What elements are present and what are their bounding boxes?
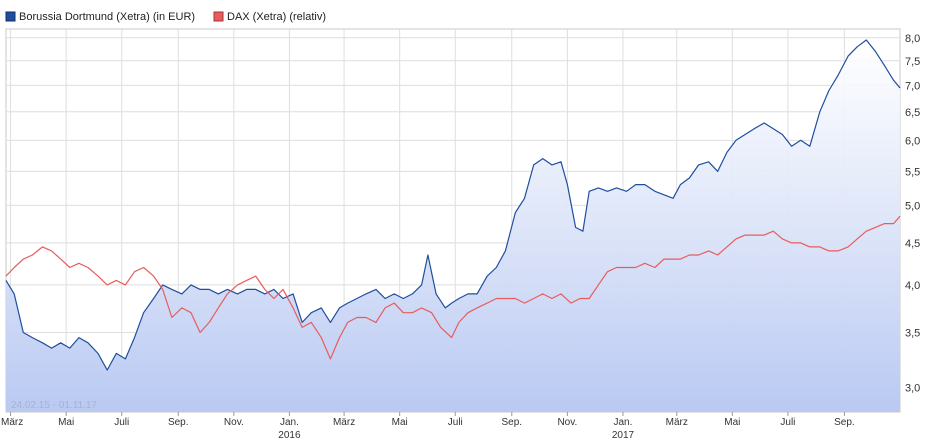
- x-tick-label: März: [666, 417, 688, 428]
- x-tick-label: Sep.: [168, 417, 189, 428]
- x-tick-label: Nov.: [224, 417, 244, 428]
- legend-swatch-dortmund: [5, 11, 16, 22]
- x-tick-label: Sep.: [501, 417, 522, 428]
- line-layer: [5, 39, 901, 371]
- x-tick-label: Jan.: [614, 417, 633, 428]
- x-year-label: 2017: [612, 430, 635, 441]
- y-tick-label: 6,5: [905, 107, 920, 119]
- series-area-0: [6, 40, 900, 412]
- x-tick-label: Juli: [448, 417, 463, 428]
- y-tick-label: 3,5: [905, 327, 920, 339]
- series-line-1: [5, 215, 901, 360]
- x-tick-label: Nov.: [557, 417, 577, 428]
- x-year-label: 2016: [278, 430, 301, 441]
- y-tick-label: 4,5: [905, 238, 920, 250]
- y-tick-label: 6,0: [905, 135, 920, 147]
- y-tick-label: 4,0: [905, 280, 920, 292]
- x-axis: März Mai Juli Sep. Nov. Jan. März Mai Juli Sep. No…: [1, 412, 855, 441]
- x-tick-label: Juli: [114, 417, 129, 428]
- x-tick-label: Mai: [392, 417, 408, 428]
- y-tick-label: 5,5: [905, 166, 920, 178]
- x-tick-label: Mai: [724, 417, 740, 428]
- y-axis: 8,0 7,5 7,0 6,5 6,0 5,5 5,0 4,5 4,0 3,5 3,0: [905, 33, 920, 395]
- legend-label-dortmund: Borussia Dortmund (Xetra) (in EUR): [19, 11, 195, 23]
- y-tick-label: 3,0: [905, 382, 920, 394]
- legend-swatch-dax: [213, 11, 224, 22]
- legend-label-dax: DAX (Xetra) (relativ): [227, 11, 326, 23]
- y-tick-label: 7,0: [905, 80, 920, 92]
- x-tick-label: Sep.: [834, 417, 855, 428]
- x-tick-label: Mai: [58, 417, 74, 428]
- series-line-0: [5, 39, 901, 371]
- x-tick-label: März: [1, 417, 23, 428]
- x-tick-label: Jan.: [280, 417, 299, 428]
- legend: Borussia Dortmund (Xetra) (in EUR) DAX (…: [5, 11, 326, 23]
- y-tick-label: 5,0: [905, 200, 920, 212]
- y-tick-label: 7,5: [905, 56, 920, 68]
- area-layer: [6, 40, 900, 412]
- y-tick-label: 8,0: [905, 33, 920, 45]
- x-tick-label: März: [333, 417, 355, 428]
- x-tick-label: Juli: [780, 417, 795, 428]
- date-range-label: 24.02.15 - 01.11.17: [11, 400, 97, 411]
